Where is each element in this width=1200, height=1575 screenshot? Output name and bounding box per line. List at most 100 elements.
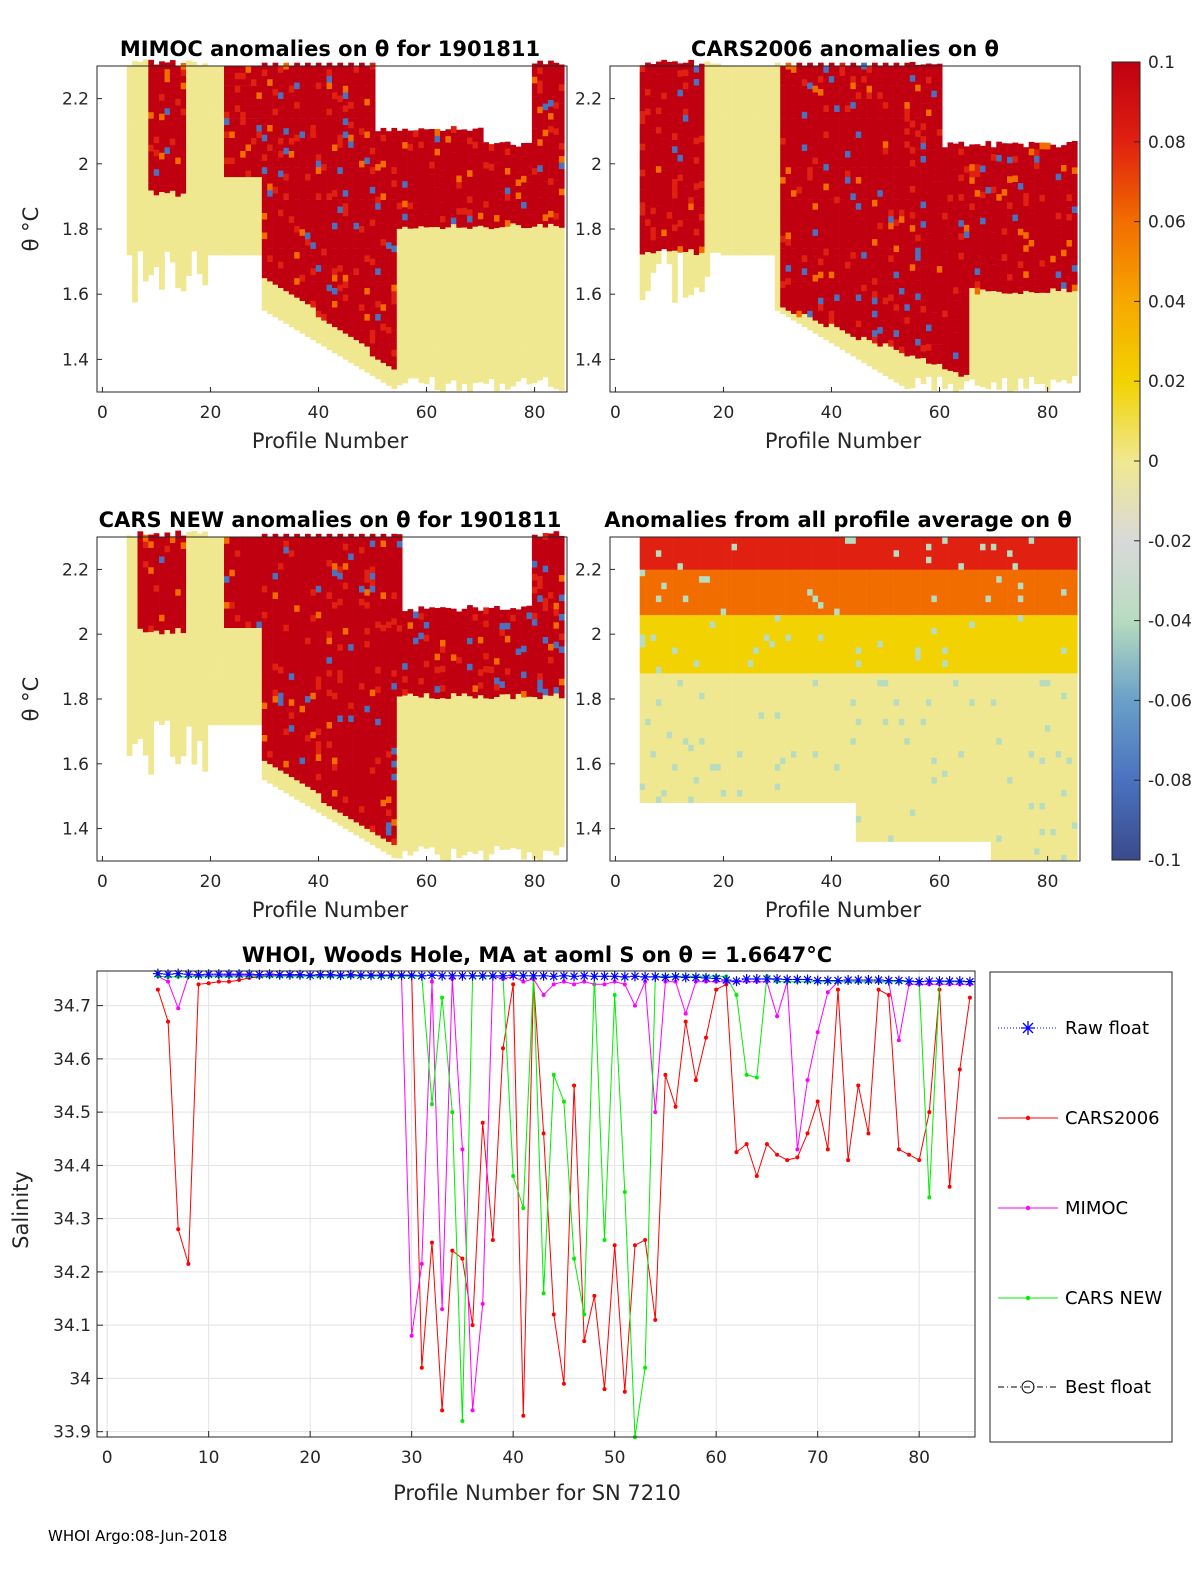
heatmap-cell xyxy=(709,246,716,253)
heatmap-cell xyxy=(655,94,662,101)
heatmap-cell xyxy=(801,170,808,178)
heatmap-cell xyxy=(142,66,149,73)
heatmap-cell xyxy=(445,161,452,169)
heatmap-cell xyxy=(224,150,230,158)
heatmap-cell xyxy=(229,111,236,119)
heatmap-cell xyxy=(531,291,538,299)
heatmap-cell xyxy=(321,268,327,275)
heatmap-cell xyxy=(256,150,263,158)
heatmap-cell xyxy=(483,220,489,228)
heatmap-cell xyxy=(126,66,133,73)
heatmap-cell xyxy=(774,186,781,194)
heatmap-cell xyxy=(758,209,765,217)
heatmap-cell xyxy=(375,326,381,334)
heatmap-cell xyxy=(704,263,711,271)
heatmap-cell xyxy=(294,219,300,226)
heatmap-cell xyxy=(893,245,900,253)
heatmap-cell xyxy=(418,173,425,181)
heatmap-cell xyxy=(548,210,554,218)
heatmap-cell xyxy=(321,105,327,112)
heatmap-cell xyxy=(364,365,371,373)
heatmap-cell xyxy=(245,111,252,119)
heatmap-cell xyxy=(899,170,905,178)
heatmap-cell xyxy=(169,138,176,146)
heatmap-cell xyxy=(218,183,225,191)
heatmap-cell xyxy=(337,284,344,292)
heatmap-cell xyxy=(877,131,884,138)
heatmap-cell xyxy=(315,114,322,122)
heatmap-cell xyxy=(126,131,133,138)
heatmap-cell xyxy=(429,213,435,221)
heatmap-cell xyxy=(855,326,862,334)
heatmap-cell xyxy=(526,169,533,176)
heatmap-cell xyxy=(488,339,495,347)
heatmap-cell xyxy=(893,310,900,318)
heatmap-cell xyxy=(142,235,149,243)
heatmap-cell xyxy=(872,232,878,240)
heatmap-cell xyxy=(391,193,398,200)
heatmap-cell xyxy=(402,148,408,156)
heatmap-cell xyxy=(483,331,489,339)
heatmap-cell xyxy=(305,245,311,253)
heatmap-cell xyxy=(655,74,662,82)
heatmap-cell xyxy=(386,307,392,314)
heatmap-cell xyxy=(526,162,533,170)
heatmap-cell xyxy=(807,147,813,155)
heatmap-cell xyxy=(785,121,792,129)
heatmap-cell xyxy=(845,111,851,119)
heatmap-cell xyxy=(785,160,792,168)
heatmap-cell xyxy=(159,250,165,258)
heatmap-cell xyxy=(337,219,344,226)
heatmap-cell xyxy=(855,294,862,301)
heatmap-cell xyxy=(229,216,236,223)
heatmap-cell xyxy=(899,320,905,328)
heatmap-cell xyxy=(229,209,236,217)
heatmap-cell xyxy=(359,219,365,226)
heatmap-cell xyxy=(251,72,257,80)
heatmap-cell xyxy=(699,200,705,208)
heatmap-cell xyxy=(142,72,149,80)
heatmap-cell xyxy=(332,157,338,165)
heatmap-cell xyxy=(418,160,425,168)
heatmap-cell xyxy=(315,95,322,103)
heatmap-cell xyxy=(753,118,759,125)
heatmap-cell xyxy=(526,221,533,228)
heatmap-cell xyxy=(850,75,857,83)
heatmap-cell xyxy=(499,200,506,208)
heatmap-cell xyxy=(386,365,392,373)
heatmap-cell xyxy=(661,59,667,67)
heatmap-cell xyxy=(418,245,425,253)
heatmap-cell xyxy=(861,101,867,109)
heatmap-cell xyxy=(461,377,468,384)
heatmap-cell xyxy=(310,85,317,93)
heatmap-cell xyxy=(261,251,268,259)
heatmap-cell xyxy=(704,230,711,238)
heatmap-cell xyxy=(796,147,803,155)
heatmap-cell xyxy=(785,114,792,122)
heatmap-cell xyxy=(726,157,732,165)
heatmap-cell xyxy=(807,193,813,200)
heatmap-cell xyxy=(402,174,408,182)
heatmap-cell xyxy=(429,187,435,195)
heatmap-cell xyxy=(423,240,430,247)
heatmap-cell xyxy=(305,88,311,96)
heatmap-cell xyxy=(137,101,144,108)
heatmap-cell xyxy=(866,196,873,204)
heatmap-cell xyxy=(326,336,333,344)
heatmap-cell xyxy=(764,242,770,249)
heatmap-cell xyxy=(742,229,749,236)
heatmap-cell xyxy=(834,261,840,269)
heatmap-cell xyxy=(904,336,911,344)
heatmap-cell xyxy=(774,160,781,168)
heatmap-cell xyxy=(791,157,797,165)
heatmap-cell xyxy=(553,212,560,220)
heatmap-cell xyxy=(461,233,468,241)
heatmap-cell xyxy=(807,101,813,109)
heatmap-cell xyxy=(688,196,694,204)
heatmap-cell xyxy=(737,92,743,99)
heatmap-cell xyxy=(666,94,673,102)
heatmap-cell xyxy=(850,108,857,116)
heatmap-cell xyxy=(845,85,851,93)
heatmap-cell xyxy=(521,306,527,313)
heatmap-cell xyxy=(402,330,408,338)
